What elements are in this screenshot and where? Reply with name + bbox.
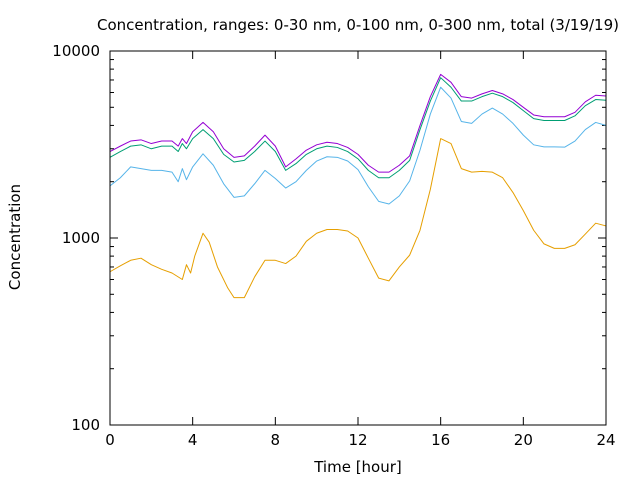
x-tick-label: 4	[188, 431, 198, 449]
plot-frame	[109, 50, 607, 426]
x-tick-label: 16	[431, 431, 450, 449]
x-tick-label: 24	[596, 431, 615, 449]
axis-ticks: 0 4 8 12 16 20 24 100 1000 10000	[52, 42, 615, 449]
x-tick-label: 20	[514, 431, 533, 449]
series-layer	[109, 73, 607, 299]
chart-title: Concentration, ranges: 0-30 nm, 0-100 nm…	[97, 16, 619, 34]
series-line	[109, 73, 607, 173]
series-line	[109, 138, 607, 299]
y-tick-label: 100	[71, 416, 100, 434]
series-line	[109, 77, 607, 179]
x-tick-label: 8	[271, 431, 281, 449]
x-axis-label: Time [hour]	[313, 458, 402, 476]
y-tick-label: 10000	[52, 42, 100, 60]
y-tick-label: 1000	[62, 229, 100, 247]
y-axis-label: Concentration	[6, 184, 24, 290]
x-tick-label: 12	[348, 431, 367, 449]
series-line	[109, 86, 607, 205]
x-tick-label: 0	[105, 431, 115, 449]
